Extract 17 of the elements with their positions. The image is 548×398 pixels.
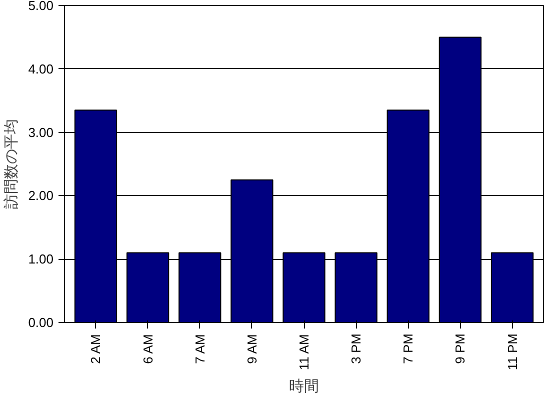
x-tick-label: 3 PM [348,334,364,364]
y-tick-label: 5.00 [28,0,54,13]
x-tick-label: 6 AM [140,334,156,364]
y-tick-label: 3.00 [28,124,54,140]
x-tick-label: 7 AM [192,334,208,364]
y-tick-label: 1.00 [28,252,54,267]
x-tick-label: 11 AM [296,334,312,370]
x-tick-label: 2 AM [88,334,104,364]
x-axis-title: 時間 [289,378,319,396]
y-tick-label: 4.00 [28,61,54,76]
x-tick-label: 11 PM [504,334,520,370]
y-tick-label: 0.00 [28,315,54,330]
x-tick-label: 7 PM [400,334,416,364]
x-tick-label: 9 AM [244,334,260,364]
y-tick-label: 2.00 [28,188,54,204]
x-tick-label: 9 PM [452,334,468,364]
y-axis-title: 訪問数の平均 [3,119,20,209]
